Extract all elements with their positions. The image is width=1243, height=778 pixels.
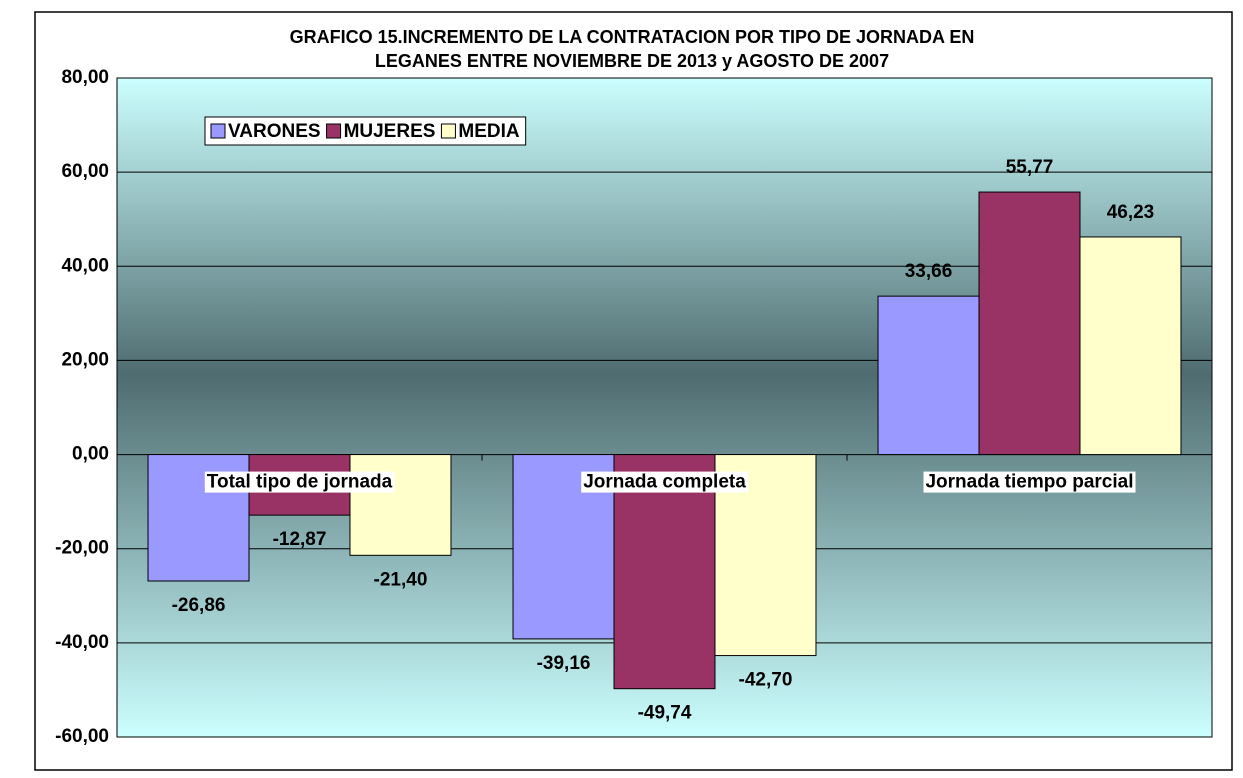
data-label: 46,23 [1107,202,1155,223]
bar [613,454,716,690]
y-tick-label: 60,00 [61,161,109,182]
legend-swatch [326,123,342,139]
x-tick-label: Jornada tiempo parcial [925,472,1133,493]
legend-label: VARONES [228,121,321,142]
x-tick-label-bg [581,471,749,493]
data-label: -49,74 [638,703,692,724]
y-tick-label: 80,00 [61,67,109,88]
legend-swatch [440,123,456,139]
data-label: -42,70 [739,670,793,691]
x-tick-label: Jornada completa [583,472,746,493]
data-label: -26,86 [172,595,226,616]
y-tick-label: 40,00 [61,255,109,276]
bar [978,191,1081,456]
bar [877,295,980,456]
legend-label: MUJERES [344,121,436,142]
data-label: -39,16 [537,653,591,674]
x-tick-label: Total tipo de jornada [207,472,393,493]
y-tick-label: -20,00 [55,538,109,559]
data-label: 55,77 [1006,157,1054,178]
y-tick-label: 0,00 [72,444,109,465]
data-label: -12,87 [273,529,327,550]
x-tick-label-bg [923,471,1136,493]
y-tick-label: -60,00 [55,726,109,747]
data-label: 33,66 [905,261,953,282]
chart-title: LEGANES ENTRE NOVIEMBRE DE 2013 y AGOSTO… [375,51,889,71]
bar [1079,236,1182,456]
data-label: -21,40 [374,569,428,590]
chart-title: GRAFICO 15.INCREMENTO DE LA CONTRATACION… [290,27,975,47]
legend-label: MEDIA [458,121,520,142]
legend [204,116,527,146]
bar [349,454,452,556]
y-tick-label: -40,00 [55,632,109,653]
y-tick-label: 20,00 [61,349,109,370]
legend-swatch [210,123,226,139]
x-tick-label-bg [204,471,395,493]
